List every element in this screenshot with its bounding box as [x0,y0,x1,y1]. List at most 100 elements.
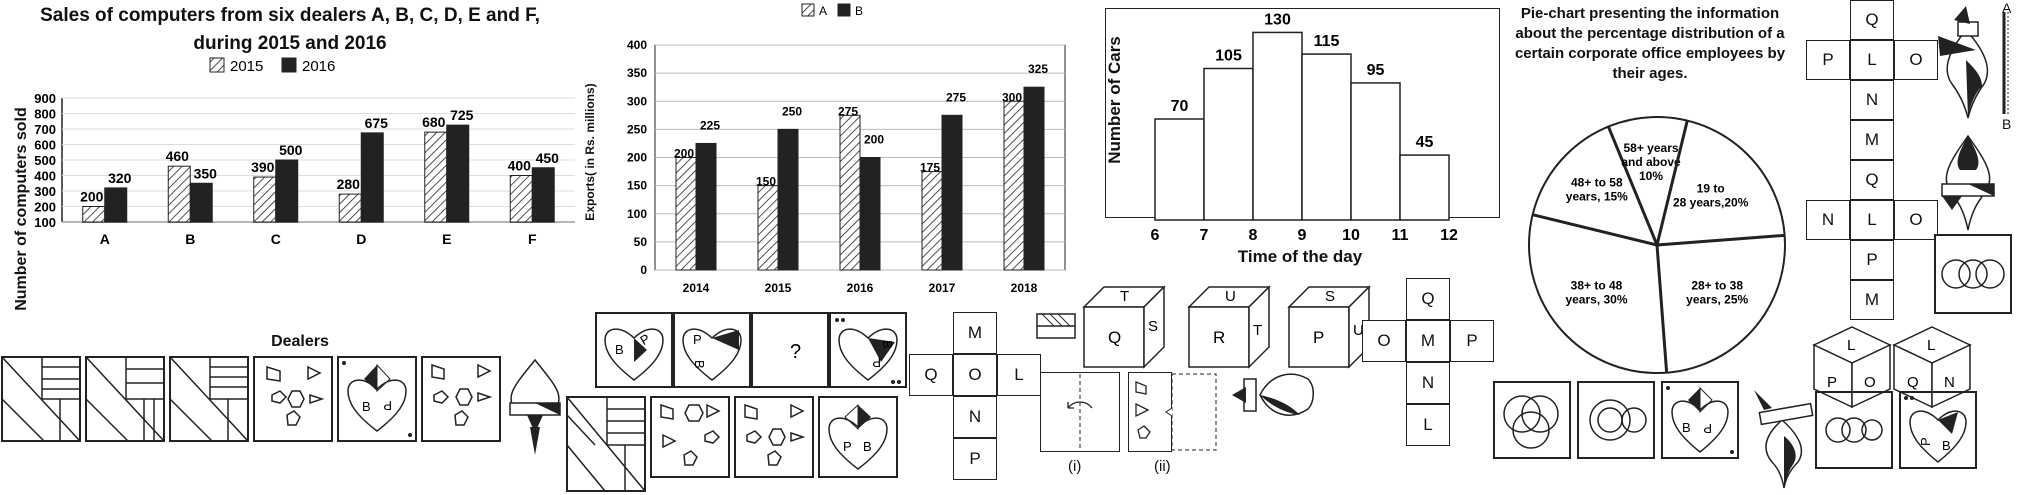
chart2-legend-swatch [837,3,851,17]
chart1-data-label: 280 [337,176,361,192]
chart1-bar [167,165,191,223]
net2-row-cell-2: M [1406,320,1450,362]
chart1-bar [509,175,533,223]
pie-slice-edge [1655,244,1669,373]
cube-4-side: O [1864,374,1876,391]
circles-option-2 [1577,381,1655,459]
chart2-data-label: 275 [946,90,966,104]
chart1-bar [104,187,128,223]
net-below-cell-1: N [953,396,997,438]
pie-slice-edge [1532,213,1658,247]
chart1-y-tick: 100 [34,215,56,230]
net3-below-cell-2: M [1850,120,1894,160]
pattern-figure-4 [566,396,646,492]
chart3-x-tick: 6 [1151,227,1160,244]
net3-row-cell-3: O [1894,40,1938,80]
chart2-bar [695,142,717,271]
chart1-y-tick: 600 [34,138,56,153]
pie-slice-label: 19 to 28 years,20% [1673,181,1749,209]
chart1-data-label: 680 [422,114,446,130]
chart2-legend-label: A [819,4,827,18]
fold-label-i: (i) [1068,458,1082,475]
pie-chart: 58+ years and above 10%19 to 28 years,20% 28… [1528,116,1786,374]
chart3-data-label: 70 [1171,98,1189,115]
chart2-x-tick: 2016 [847,281,874,295]
chart2-x-tick: 2014 [683,281,710,295]
chart3-x-tick: 7 [1200,227,1209,244]
chart1-y-tick: 800 [34,107,56,122]
chart2-bar [675,157,697,271]
pie-slice-edge [1607,126,1659,246]
heart-letter-b-1: B [615,342,624,357]
heart-letter-p-3: P [872,355,881,370]
chart1-bar [424,131,448,223]
chart1-y-tick: 700 [34,122,56,137]
chart3-bar [1203,67,1254,221]
heart-letter-p-5: P [1918,437,1933,446]
heart-letter-b-5: B [1942,438,1951,453]
cube-2-side: T [1253,322,1262,339]
fold-figure-ii-marks [1135,373,1217,451]
chart2-data-label: 175 [920,161,940,175]
cube-5-top: L [1927,337,1935,354]
chart1-xlabel: Dealers [271,333,329,350]
fold-label-ii: (ii) [1154,458,1171,475]
chart1-data-label: 350 [194,165,218,181]
pie-title: Pie-chart presenting the information abo… [1514,5,1786,82]
chart1-legend-label: 2016 [302,58,335,75]
chart1-title: Sales of computers from six dealers A, B… [40,5,540,54]
chart3-data-label: 45 [1416,134,1434,151]
chart2-bar [839,114,861,271]
chart1-bar [275,159,299,223]
net3-top-cell: Q [1850,0,1894,40]
net4-below-cell-1: P [1850,240,1894,280]
chart3-ylabel: Number of Cars [1105,36,1124,164]
chart2-y-tick: 400 [627,38,647,52]
cube-1-front: Q [1108,328,1121,347]
chart1-legend-swatch [209,57,225,73]
chart3-data-label: 95 [1367,62,1385,79]
chart3-bar [1154,118,1205,221]
chart2-x-tick: 2015 [765,281,792,295]
pie-slice-edge [1655,120,1689,246]
chart1-bar [446,124,470,223]
heart-letter-b-4: B [1682,420,1691,435]
svg-text:P: P [383,398,392,413]
chart2-data-label: 200 [864,133,884,147]
cubes-row: T Q S U R T S P U [1082,285,1371,369]
heart-series-drawings: B P P B ? P B [604,318,901,384]
chart1-legend-label: 2015 [230,58,263,75]
heart-series-box-3 [751,312,829,388]
cube-5: L Q N [1892,326,1972,409]
chart1-data-label: 450 [536,150,560,166]
chart1-bar [531,167,555,223]
chart2-legend-label: B [855,4,863,18]
fold-figure-ii [1128,372,1172,452]
chart1-bar [338,193,362,223]
pattern-figure-3 [169,356,249,442]
svg-text:B: B [362,399,371,414]
chart2-x-tick: 2017 [929,281,956,295]
net3-row-cell-2: L [1850,40,1894,80]
chart1-data-label: 320 [108,170,132,186]
chart1-y-tick: 200 [34,200,56,215]
chart2-bar [1023,86,1045,271]
chart1-data-label: 725 [450,107,474,123]
chart2-x-tick: 2018 [1011,281,1038,295]
pie-slice-label: 28+ to 38 years, 25% [1686,279,1748,307]
chart1-legend-swatch [281,57,297,73]
chart2-data-label: 150 [756,175,776,189]
chart1-x-tick: B [185,231,195,247]
svg-text:B: B [863,439,872,454]
svg-text:P: P [843,439,852,454]
cube-3-top: S [1325,288,1335,305]
chart2-bar [757,185,779,271]
pattern-figure-2 [85,356,165,442]
net3-row-cell-1: P [1806,40,1850,80]
shapes-figure-1 [253,356,333,442]
chart2-y-tick: 300 [627,94,647,108]
chart3-x-tick: 10 [1342,227,1360,244]
cube-4-top: L [1847,337,1855,354]
chart2-y-tick: 100 [627,207,647,221]
